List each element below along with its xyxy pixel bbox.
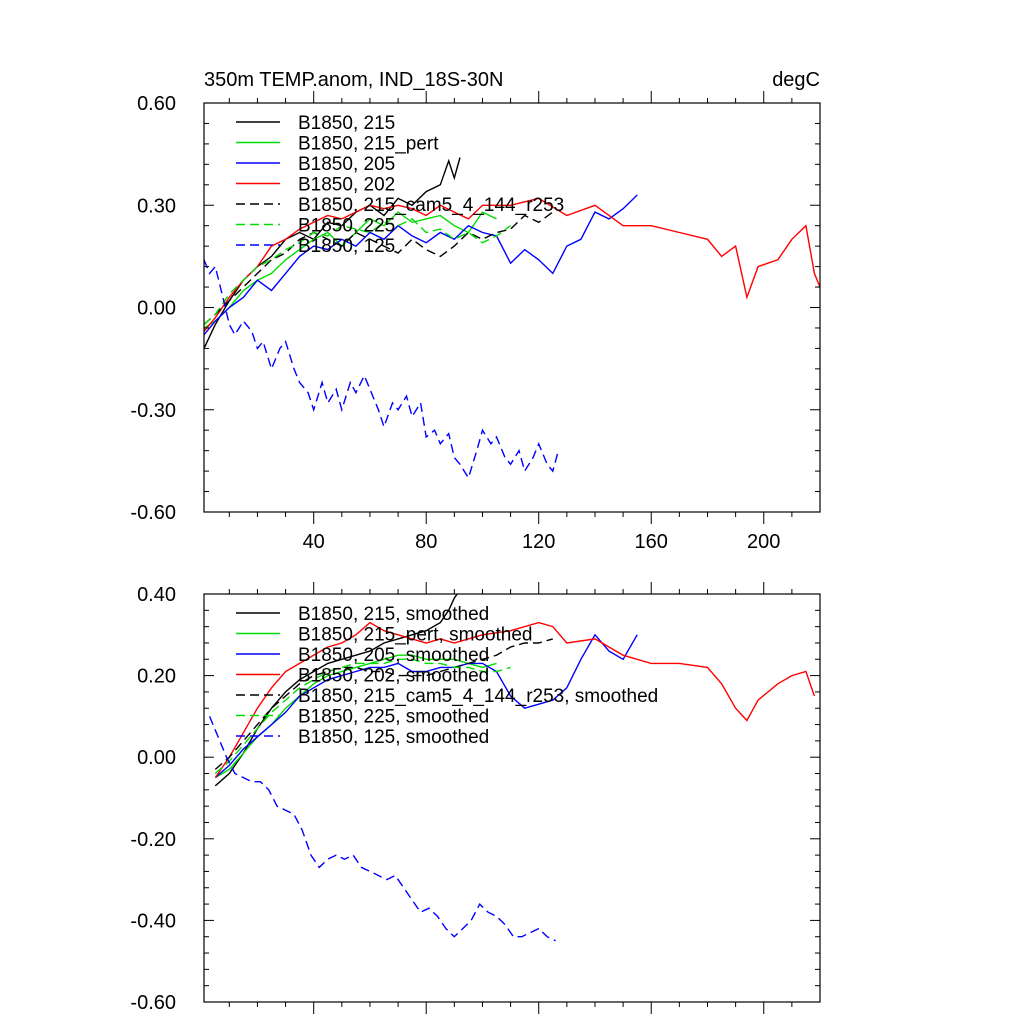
top-legend-label: B1850, 125 (298, 236, 395, 257)
bottom-series-b1850-225-smoothed (214, 658, 511, 775)
bottom-legend-label: B1850, 125, smoothed (298, 727, 489, 748)
top-panel-axes: 0.60 0.30 0.00 -0.30 -0.60 40 80 120 160 200 (130, 91, 821, 553)
top-series-b1850-225 (204, 218, 512, 326)
top-x-tick-label: 40 (303, 531, 325, 553)
top-panel-series (204, 157, 820, 480)
top-y-tick-label: 0.00 (137, 298, 176, 320)
bottom-panel-series (208, 594, 816, 942)
bottom-y-tick-label: -0.60 (130, 992, 176, 1014)
top-panel-title: 350m TEMP.anom, IND_18S-30N (204, 69, 503, 91)
top-series-b1850-125 (204, 259, 560, 480)
bottom-y-tick-label: 0.00 (137, 747, 176, 769)
bottom-y-tick-label: -0.20 (130, 829, 176, 851)
bottom-legend-label: B1850, 215_cam5_4_144_r253, smoothed (298, 686, 658, 707)
top-legend-label: B1850, 215_pert (298, 134, 439, 155)
bottom-series-b1850-215-smoothed (214, 594, 459, 787)
bottom-legend-label: B1850, 215_pert, smoothed (298, 625, 533, 646)
top-y-tick-label: -0.30 (130, 400, 176, 422)
bottom-y-tick-label: -0.40 (130, 910, 176, 932)
bottom-legend-label: B1850, 215, smoothed (298, 604, 489, 625)
top-legend-label: B1850, 205 (298, 154, 395, 175)
top-series-b1850-202 (204, 197, 820, 332)
bottom-series-b1850-205-smoothed (214, 633, 638, 779)
bottom-panel-axes: 0.40 0.20 0.00 -0.20 -0.40 -0.60 (130, 582, 821, 1014)
bottom-legend-label: B1850, 205, smoothed (298, 645, 489, 666)
top-plot-frame (203, 102, 821, 513)
bottom-series-b1850-202-smoothed (214, 621, 816, 778)
top-panel-units: degC (772, 69, 820, 91)
top-legend-label: B1850, 202 (298, 175, 395, 196)
bottom-legend-label: B1850, 202, smoothed (298, 666, 489, 687)
top-panel: 350m TEMP.anom, IND_18S-30N degC 0.60 0.3… (130, 69, 821, 553)
top-x-tick-label: 160 (635, 531, 668, 553)
top-x-tick-label: 200 (747, 531, 780, 553)
top-series-b1850-205 (204, 194, 638, 336)
bottom-series-b1850-125-smoothed (208, 716, 556, 942)
bottom-y-tick-label: 0.20 (137, 666, 176, 688)
bottom-y-tick-label: 0.40 (137, 584, 176, 606)
top-y-tick-label: 0.60 (137, 93, 176, 115)
top-y-tick-label: 0.30 (137, 195, 176, 217)
top-legend-label: B1850, 215_cam5_4_144_r253 (298, 195, 564, 216)
top-x-tick-label: 120 (522, 531, 555, 553)
bottom-plot-frame (203, 593, 821, 1003)
top-x-tick-label: 80 (415, 531, 437, 553)
bottom-panel: 0.40 0.20 0.00 -0.20 -0.40 -0.60 B1850, 215, … (130, 582, 821, 1014)
top-series-b1850-215-cam5-4-144-r253 (204, 211, 554, 326)
top-legend-label: B1850, 215 (298, 113, 395, 134)
top-y-tick-label: -0.60 (130, 502, 176, 524)
top-legend-label: B1850, 225 (298, 216, 395, 237)
bottom-series-b1850-215-cam5-4-144-r253-smoothed (214, 638, 553, 770)
bottom-legend-label: B1850, 225, smoothed (298, 707, 489, 728)
